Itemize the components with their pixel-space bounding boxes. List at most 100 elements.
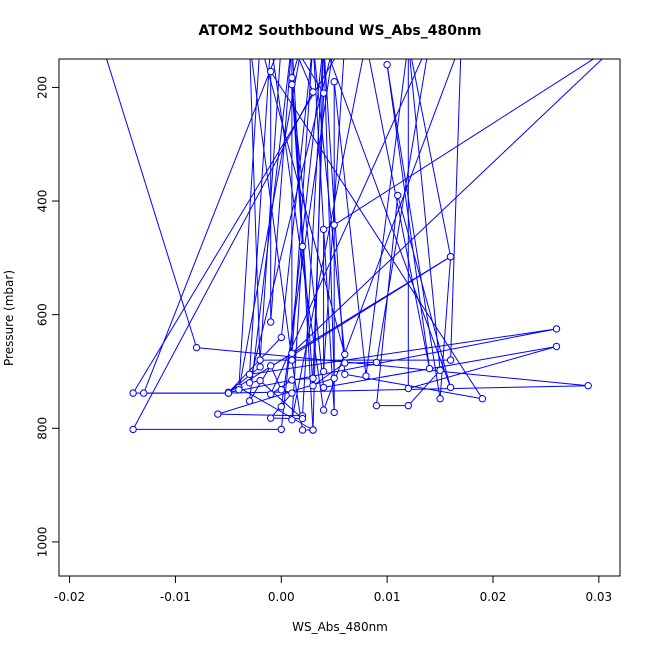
data-point: [224, 389, 233, 397]
data-point: [192, 343, 201, 352]
data-point: [298, 426, 307, 434]
series-segment: [249, 328, 557, 375]
data-point: [214, 410, 222, 418]
data-point: [341, 370, 349, 378]
y-tick-label: 200: [36, 76, 50, 99]
series-segment: [450, 59, 462, 361]
data-point: [425, 364, 434, 373]
y-axis: 200 400 600 800 1000: [36, 76, 60, 557]
data-point: [341, 350, 349, 359]
data-point: [330, 374, 338, 382]
data-point: [362, 372, 370, 380]
series-segment: [251, 59, 293, 361]
y-tick-label: 400: [36, 190, 50, 213]
series-segment: [376, 59, 428, 363]
series-segment: [408, 346, 557, 389]
data-point: [319, 406, 328, 414]
series-segment: [386, 64, 430, 369]
series-segment: [280, 59, 333, 407]
series-segment: [228, 337, 282, 393]
data-point: [446, 383, 455, 392]
series-segment: [249, 59, 261, 367]
data-point: [267, 390, 275, 398]
series-segment: [439, 256, 452, 399]
y-tick-label: 800: [36, 417, 50, 440]
series-segment: [249, 59, 271, 375]
data-point: [267, 362, 275, 370]
series-segment: [302, 59, 324, 416]
series-segment: [238, 59, 260, 388]
data-point: [552, 325, 561, 333]
series-segment: [368, 59, 430, 369]
data-point: [267, 67, 275, 76]
series-segment: [270, 59, 292, 323]
data-point: [372, 358, 381, 367]
series-segment: [298, 59, 314, 93]
data-point: [256, 356, 264, 364]
data-point: [288, 389, 296, 397]
data-point: [309, 382, 317, 390]
x-axis: -0.02 -0.01 0.00 0.01 0.02 0.03: [54, 575, 612, 604]
series-segment: [329, 59, 452, 388]
data-point: [245, 370, 254, 378]
series-segment: [228, 256, 451, 393]
data-point: [383, 60, 391, 69]
x-axis-label: WS_Abs_480nm: [292, 620, 388, 634]
series-segment: [333, 59, 595, 226]
series-segment: [270, 59, 423, 395]
data-point: [341, 359, 349, 367]
series-segment: [143, 59, 276, 394]
data-point: [277, 403, 285, 411]
data-point: [245, 379, 254, 387]
data-point: [288, 349, 296, 357]
data-point: [256, 363, 264, 371]
data-point: [288, 80, 296, 89]
series-segment: [238, 59, 300, 390]
data-point: [298, 242, 307, 251]
data-point: [288, 356, 296, 364]
series-segment: [397, 195, 452, 388]
series-segment: [270, 417, 303, 420]
data-point: [288, 376, 296, 384]
data-point: [267, 318, 275, 326]
series-segment: [323, 59, 345, 372]
series-segment: [217, 413, 303, 417]
series-segment: [291, 59, 298, 78]
data-point: [235, 386, 243, 394]
series-segment: [291, 59, 603, 354]
series-segment: [407, 369, 441, 406]
y-axis-label: Pressure (mbar): [2, 270, 16, 366]
data-point: [140, 389, 148, 397]
data-point: [330, 408, 338, 417]
data-point: [288, 74, 296, 82]
series-segment: [270, 365, 282, 390]
series-segment: [259, 380, 303, 419]
series-segment: [312, 362, 346, 387]
data-point: [446, 253, 455, 261]
series-segment: [301, 59, 325, 94]
x-tick-label: -0.02: [54, 590, 85, 604]
x-tick-label: 0.00: [268, 590, 295, 604]
y-tick-label: 1000: [36, 527, 50, 558]
data-point: [394, 191, 402, 200]
series-segment: [132, 59, 336, 394]
data-point: [309, 88, 317, 96]
series-segment: [365, 59, 407, 377]
data-point: [319, 383, 328, 392]
x-tick-label: 0.03: [585, 590, 612, 604]
series-segment: [228, 366, 261, 393]
series-layer: [106, 59, 603, 434]
data-point: [288, 416, 296, 424]
series-segment: [264, 59, 346, 355]
y-tick-label: 600: [36, 303, 50, 326]
data-point: [436, 395, 444, 403]
series-segment: [291, 77, 314, 386]
data-point: [446, 356, 455, 364]
series-segment: [249, 59, 291, 402]
x-tick-label: 0.02: [480, 590, 507, 604]
data-point: [584, 382, 592, 390]
data-point: [277, 386, 285, 394]
data-point: [309, 374, 317, 382]
data-point: [404, 401, 412, 410]
series-segment: [291, 59, 364, 420]
